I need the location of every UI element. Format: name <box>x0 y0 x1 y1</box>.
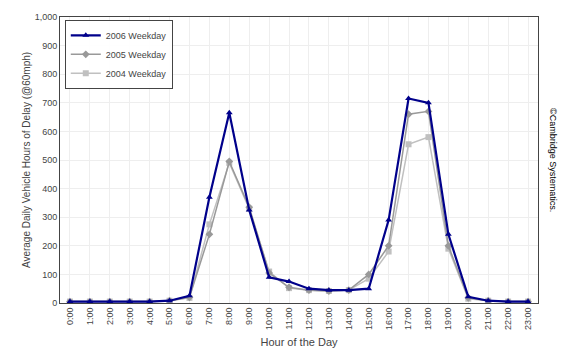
svg-text:22:00: 22:00 <box>503 308 513 331</box>
svg-text:400: 400 <box>42 184 57 194</box>
svg-text:0: 0 <box>52 298 57 308</box>
svg-text:15:00: 15:00 <box>364 308 374 331</box>
svg-text:0:00: 0:00 <box>65 308 75 326</box>
svg-text:Average Daily Vehicle Hours of: Average Daily Vehicle Hours of Delay (@6… <box>21 52 32 268</box>
svg-text:2:00: 2:00 <box>105 308 115 326</box>
svg-text:200: 200 <box>42 241 57 251</box>
svg-text:Hour of the Day: Hour of the Day <box>260 336 338 348</box>
svg-text:17:00: 17:00 <box>403 308 413 331</box>
svg-text:23:00: 23:00 <box>523 308 533 331</box>
svg-text:16:00: 16:00 <box>384 308 394 331</box>
svg-text:18:00: 18:00 <box>423 308 433 331</box>
svg-text:8:00: 8:00 <box>224 308 234 326</box>
svg-text:2006 Weekday: 2006 Weekday <box>106 31 166 41</box>
svg-text:1,000: 1,000 <box>35 12 58 22</box>
svg-text:9:00: 9:00 <box>244 308 254 326</box>
svg-text:900: 900 <box>42 41 57 51</box>
svg-text:2005 Weekday: 2005 Weekday <box>106 50 166 60</box>
svg-text:13:00: 13:00 <box>324 308 334 331</box>
svg-text:800: 800 <box>42 69 57 79</box>
svg-text:6:00: 6:00 <box>184 308 194 326</box>
svg-text:2004 Weekday: 2004 Weekday <box>106 69 166 79</box>
svg-text:600: 600 <box>42 127 57 137</box>
svg-text:4:00: 4:00 <box>145 308 155 326</box>
svg-text:10:00: 10:00 <box>264 308 274 331</box>
svg-text:300: 300 <box>42 212 57 222</box>
svg-text:14:00: 14:00 <box>344 308 354 331</box>
svg-text:3:00: 3:00 <box>125 308 135 326</box>
svg-text:500: 500 <box>42 155 57 165</box>
svg-text:20:00: 20:00 <box>463 308 473 331</box>
svg-text:21:00: 21:00 <box>483 308 493 331</box>
svg-text:5:00: 5:00 <box>164 308 174 326</box>
svg-text:7:00: 7:00 <box>204 308 214 326</box>
svg-text:1:00: 1:00 <box>85 308 95 326</box>
svg-text:©Cambridge Systematics.: ©Cambridge Systematics. <box>548 108 558 212</box>
svg-text:100: 100 <box>42 270 57 280</box>
svg-text:19:00: 19:00 <box>443 308 453 331</box>
svg-text:12:00: 12:00 <box>304 308 314 331</box>
svg-text:11:00: 11:00 <box>284 308 294 330</box>
svg-text:700: 700 <box>42 98 57 108</box>
